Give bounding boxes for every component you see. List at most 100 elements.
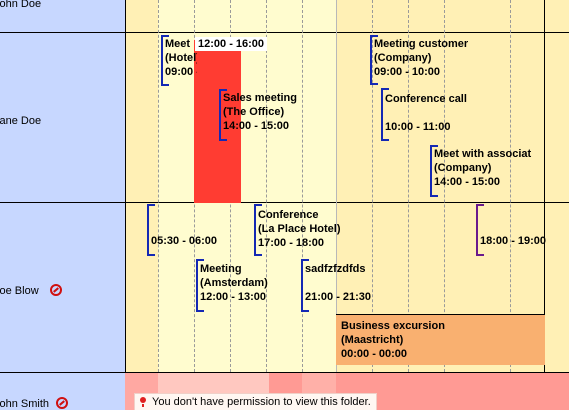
appointment-time: 10:00 - 11:00 (385, 121, 451, 133)
grid-line (302, 0, 303, 372)
appointment-bar (161, 35, 163, 86)
appointment-time: 05:30 - 06:00 (151, 235, 218, 247)
appointment-bar (476, 204, 484, 206)
appointment-text: Conference call 10:00 - 11:00 (385, 92, 467, 134)
time-tooltip: 12:00 - 16:00 (195, 37, 268, 51)
appointment-text: Business excursion (Maastricht) 00:00 - … (341, 319, 445, 361)
appointment-bar (161, 35, 169, 37)
appointment-text: Sales meeting (The Office) 14:00 - 15:00 (223, 91, 297, 133)
row-label-joe-blow[interactable]: Joe Blow (0, 203, 125, 373)
appointment-bar (430, 145, 438, 147)
timeline-grid: Meet (Hotel) 09:00 - 12:00 12:00 - 16:00… (125, 0, 569, 410)
row-label-john-smith[interactable]: John Smith (0, 373, 125, 410)
work-hours (158, 33, 336, 202)
off-hours (125, 0, 158, 32)
row-divider (336, 314, 545, 315)
appointment-bar (476, 254, 484, 256)
grid-line (372, 0, 373, 372)
row-label-jane-doe[interactable]: Jane Doe (0, 33, 125, 203)
no-permission-text: You don't have permission to view this f… (152, 396, 371, 408)
appointment-sadfzfzdfds[interactable]: sadfzfzdfds 21:00 - 21:30 (301, 259, 373, 312)
appointment-bar (196, 310, 204, 312)
appointment-text: Meet (Hotel) 09:00 - 12:00 (165, 37, 197, 79)
appointment-text: sadfzfzdfds 21:00 - 21:30 (305, 262, 371, 304)
appointment-location: (Company) (434, 162, 492, 174)
appointment-location: (Maastricht) (341, 334, 404, 346)
off-hours (336, 33, 569, 202)
work-hours (158, 0, 336, 32)
grid-line (266, 0, 267, 372)
day-separator (125, 0, 126, 372)
appointment-bar (196, 259, 198, 312)
row-bg-john-doe[interactable] (125, 0, 569, 33)
appointment-title: Meeting customer (374, 38, 469, 50)
appointment-sales-meeting[interactable]: Sales meeting (The Office) 14:00 - 15:00 (219, 89, 331, 141)
appointment-bar (254, 204, 262, 206)
appointment-time: 09:00 - 12:00 (165, 66, 197, 78)
appointment-text: Conference (La Place Hotel) 17:00 - 18:0… (258, 208, 341, 250)
row-name: Jane Doe (0, 115, 42, 127)
appointment-title: Conference (258, 209, 319, 221)
appointment-bar (301, 259, 309, 261)
grid-line (444, 0, 445, 372)
appointment-bar (301, 310, 309, 312)
appointment-title: sadfzfzdfds (305, 263, 366, 275)
appointment-time: 12:00 - 13:00 (200, 291, 267, 303)
appointment-title: Conference call (385, 93, 467, 105)
appointment-location: (Hotel) (165, 52, 197, 64)
row-bg-jane-doe[interactable] (125, 33, 569, 203)
appointment-location: (Amsterdam) (200, 277, 268, 289)
appointment-bar (147, 204, 155, 206)
appointment-conference-la-place[interactable]: Conference (La Place Hotel) 17:00 - 18:0… (254, 204, 369, 256)
off-hours (125, 203, 158, 372)
appointment-title: Meet with associat (434, 148, 532, 160)
appointment-time: 21:00 - 21:30 (305, 291, 372, 303)
appointment-meeting-customer[interactable]: Meeting customer (Company) 09:00 - 10:00 (370, 35, 505, 85)
row-name: John Smith (0, 398, 50, 410)
appointment-time: 18:00 - 19:00 (480, 235, 547, 247)
appointment-text: 18:00 - 19:00 (480, 234, 546, 248)
busy-highlight (194, 40, 241, 203)
appointment-conference-call[interactable]: Conference call 10:00 - 11:00 (381, 88, 481, 141)
appointment-meet-with-associate[interactable]: Meet with associat (Company) 14:00 - 15:… (430, 145, 538, 197)
work-hours (158, 203, 336, 372)
appointment-bar (430, 145, 432, 197)
warning-icon (140, 397, 146, 407)
off-hours (336, 0, 569, 32)
appointment-text: Meeting (Amsterdam) 12:00 - 13:00 (200, 262, 268, 304)
appointment-bar (147, 204, 149, 256)
appointment-bar (381, 88, 383, 141)
row-name: John Doe (0, 0, 42, 10)
appointment-bar (370, 35, 378, 37)
appointment-bar (430, 195, 438, 197)
appointment-title: Meeting (200, 263, 242, 275)
appointment-title: Business excursion (341, 320, 445, 332)
no-access-icon (50, 284, 62, 296)
day-separator (544, 0, 545, 372)
appointment-meeting-amsterdam[interactable]: Meeting (Amsterdam) 12:00 - 13:00 (196, 259, 296, 312)
appointment-time: 14:00 - 15:00 (434, 176, 501, 188)
off-hours (125, 33, 158, 202)
row-label-john-doe[interactable]: John Doe (0, 0, 125, 33)
appointment-early[interactable]: 05:30 - 06:00 (147, 204, 219, 256)
appointment-bar (381, 88, 389, 90)
row-name: Joe Blow (0, 285, 39, 297)
appointment-business-excursion[interactable]: Business excursion (Maastricht) 00:00 - … (336, 315, 545, 365)
appointment-bar (219, 89, 221, 141)
appointment-location: (Company) (374, 52, 432, 64)
grid-line (336, 0, 337, 372)
appointment-bar (301, 259, 303, 312)
appointment-text: Meet with associat (Company) 14:00 - 15:… (434, 147, 531, 189)
no-permission-message: You don't have permission to view this f… (134, 393, 377, 410)
appointment-text: Meeting customer (Company) 09:00 - 10:00 (374, 37, 468, 79)
appointment-meeting-hotel[interactable]: Meet (Hotel) 09:00 - 12:00 (161, 35, 197, 86)
appointment-bar (147, 254, 155, 256)
appointment-bar (476, 204, 478, 256)
appointment-evening[interactable]: 18:00 - 19:00 (476, 204, 569, 256)
appointment-bar (219, 89, 227, 91)
grid-line (510, 0, 511, 372)
appointment-location: (La Place Hotel) (258, 223, 341, 235)
appointment-bar (219, 139, 227, 141)
appointment-location: (The Office) (223, 106, 285, 118)
